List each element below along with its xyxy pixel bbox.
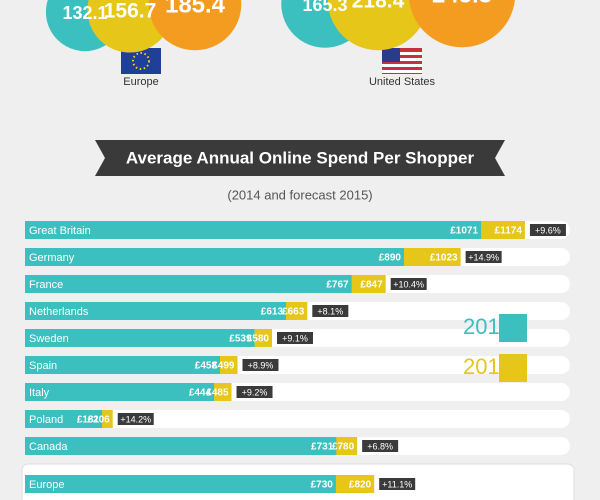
value-label: £181 xyxy=(77,415,100,426)
legend-swatch xyxy=(499,314,527,342)
value-label: £767 xyxy=(326,280,349,291)
bubble-label: 218.4 xyxy=(352,0,405,13)
change-badge xyxy=(465,251,502,263)
value-label: £206 xyxy=(87,415,110,426)
change-label: +11.1% xyxy=(382,479,412,489)
bar xyxy=(25,383,215,401)
value-label: £663 xyxy=(282,307,305,318)
value-label: £458 xyxy=(195,361,218,372)
change-badge xyxy=(312,305,349,317)
change-label: +10.4% xyxy=(393,279,424,289)
category-label: France xyxy=(29,279,63,291)
category-label: Great Britain xyxy=(29,225,91,237)
bar xyxy=(25,275,352,293)
value-label: £499 xyxy=(212,361,235,372)
value-label: £731 xyxy=(311,442,334,453)
change-badge xyxy=(529,224,566,236)
change-label: +9.2% xyxy=(242,387,268,397)
bubble xyxy=(327,0,429,51)
change-badge xyxy=(390,278,427,290)
category-label: Italy xyxy=(29,387,50,399)
value-label: £730 xyxy=(311,480,334,491)
bubble xyxy=(148,0,242,51)
category-label: Canada xyxy=(29,441,68,453)
bubble-label: 132.1 xyxy=(62,3,107,23)
change-badge xyxy=(242,359,279,371)
region-label: United States xyxy=(369,76,436,88)
change-label: +8.1% xyxy=(317,306,343,316)
change-badge xyxy=(236,386,273,398)
legend-swatch xyxy=(499,354,527,382)
us-flag xyxy=(382,48,422,74)
chart-title: Average Annual Online Spend Per Shopper xyxy=(126,148,475,167)
bar-track xyxy=(25,410,570,428)
value-label: £539 xyxy=(229,334,252,345)
region-label: Europe xyxy=(123,76,158,88)
value-label: £820 xyxy=(349,480,372,491)
change-label: +9.6% xyxy=(535,225,561,235)
change-badge xyxy=(117,413,154,425)
value-label: £1071 xyxy=(450,226,478,237)
change-badge xyxy=(379,478,416,490)
bar xyxy=(25,437,337,455)
value-label: £780 xyxy=(332,442,355,453)
bar xyxy=(25,221,482,239)
value-label: £485 xyxy=(206,388,229,399)
category-label: Poland xyxy=(29,414,63,426)
value-label: £444 xyxy=(189,388,212,399)
bubble-label: 185.4 xyxy=(165,0,226,18)
category-label: Netherlands xyxy=(29,306,89,318)
value-label: £890 xyxy=(379,253,402,264)
bubble-label: 165.3 xyxy=(302,0,347,15)
value-label: £1023 xyxy=(430,253,458,264)
bubble-label: 245.3 xyxy=(432,0,492,8)
bar xyxy=(25,356,221,374)
bubble-label: 156.7 xyxy=(104,0,157,23)
change-badge xyxy=(276,332,313,344)
category-label: Spain xyxy=(29,360,57,372)
category-label: Europe xyxy=(29,479,64,491)
category-label: Sweden xyxy=(29,333,69,345)
change-badge xyxy=(362,440,399,452)
bar xyxy=(25,248,404,266)
change-label: +6.8% xyxy=(367,441,393,451)
change-label: +14.9% xyxy=(468,252,499,262)
bar xyxy=(25,410,103,428)
value-label: £580 xyxy=(247,334,270,345)
value-label: £847 xyxy=(360,280,383,291)
bar xyxy=(25,475,336,493)
change-label: +9.1% xyxy=(282,333,308,343)
bar xyxy=(25,329,255,347)
title-banner xyxy=(95,140,505,176)
category-label: Germany xyxy=(29,252,75,264)
value-label: £613 xyxy=(261,307,284,318)
bar xyxy=(25,302,287,320)
change-label: +8.9% xyxy=(248,360,274,370)
value-label: £1174 xyxy=(495,226,523,237)
bubble xyxy=(409,0,515,48)
change-label: +14.2% xyxy=(120,414,151,424)
chart-subtitle: (2014 and forecast 2015) xyxy=(227,187,372,202)
